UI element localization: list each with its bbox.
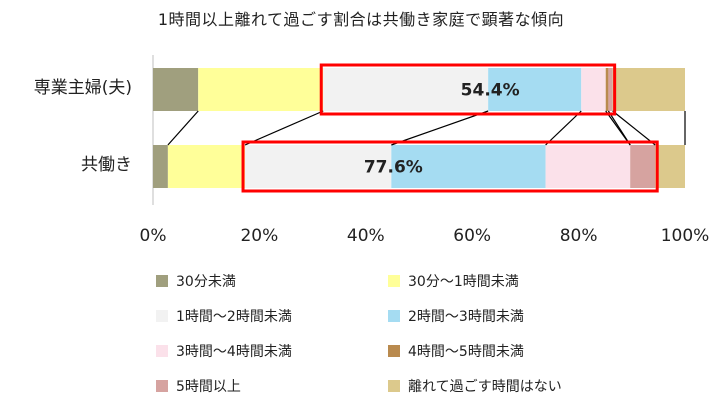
legend-item-0: 30分未満 — [156, 271, 236, 291]
legend-item-1: 30分～1時間未満 — [388, 271, 519, 291]
x-tick-label-2: 40% — [346, 226, 385, 246]
legend-label: 30分未満 — [176, 274, 236, 290]
legend-swatch — [156, 275, 168, 287]
legend-item-2: 1時間～2時間未満 — [156, 306, 292, 326]
legend-label: 3時間～4時間未満 — [176, 344, 292, 360]
legend-item-4: 3時間～4時間未満 — [156, 341, 292, 361]
annotation-label-0: 54.4% — [461, 81, 520, 101]
chart-title: 1時間以上離れて過ごす割合は共働き家庭で顕著な傾向 — [157, 10, 565, 29]
bar-1-series-6 — [630, 145, 656, 188]
bar-0-series-3 — [488, 68, 582, 111]
legend-label: 4時間～5時間未満 — [408, 344, 524, 360]
legend-label: 離れて過ごす時間はない — [408, 379, 562, 395]
connector-line-4 — [545, 110, 582, 146]
highlight-box-1 — [241, 140, 659, 193]
bar-1-series-3 — [391, 145, 546, 188]
connector-line-7 — [612, 110, 656, 146]
annotation-label-1: 77.6% — [364, 158, 423, 178]
legend-label: 1時間～2時間未満 — [176, 309, 292, 325]
legend-item-7: 離れて過ごす時間はない — [388, 376, 562, 396]
bar-1-series-1 — [167, 145, 246, 188]
legend-item-3: 2時間～3時間未満 — [388, 306, 524, 326]
bar-0-series-0 — [153, 68, 199, 111]
connector-line-6 — [607, 110, 631, 146]
legend-swatch — [156, 310, 168, 322]
legend-label: 5時間以上 — [176, 379, 241, 395]
x-tick-label-5: 100% — [660, 226, 710, 246]
connector-line-3 — [391, 110, 489, 146]
legend-item-5: 4時間～5時間未満 — [388, 341, 524, 361]
bar-0-series-6 — [608, 68, 613, 111]
highlight-box-0 — [319, 63, 617, 116]
legend-swatch — [388, 275, 400, 287]
bar-0-series-4 — [581, 68, 606, 111]
x-tick-label-0: 0% — [139, 226, 167, 246]
legend-item-6: 5時間以上 — [156, 376, 241, 396]
bar-0-series-1 — [198, 68, 324, 111]
legend-swatch — [156, 380, 168, 392]
x-tick-label-1: 20% — [240, 226, 279, 246]
legend-swatch — [388, 380, 400, 392]
legend-swatch — [388, 345, 400, 357]
connector-line-2 — [244, 110, 324, 146]
category-label-0: 専業主婦(夫) — [33, 78, 132, 98]
bar-1-series-7 — [655, 145, 685, 188]
category-label-1: 共働き — [81, 155, 132, 175]
bar-1-series-4 — [545, 145, 631, 188]
bar-0-series-5 — [605, 68, 609, 111]
bar-0-series-7 — [612, 68, 685, 111]
connector-line-1 — [167, 110, 199, 146]
legend-swatch — [156, 345, 168, 357]
bar-0-series-2 — [323, 68, 489, 111]
legend-label: 30分～1時間未満 — [408, 274, 519, 290]
bar-1-series-0 — [153, 145, 168, 188]
x-tick-label-3: 60% — [453, 226, 492, 246]
legend-swatch — [388, 310, 400, 322]
bar-1-series-2 — [245, 145, 392, 188]
legend-label: 2時間～3時間未満 — [408, 309, 524, 325]
x-tick-label-4: 80% — [559, 226, 598, 246]
